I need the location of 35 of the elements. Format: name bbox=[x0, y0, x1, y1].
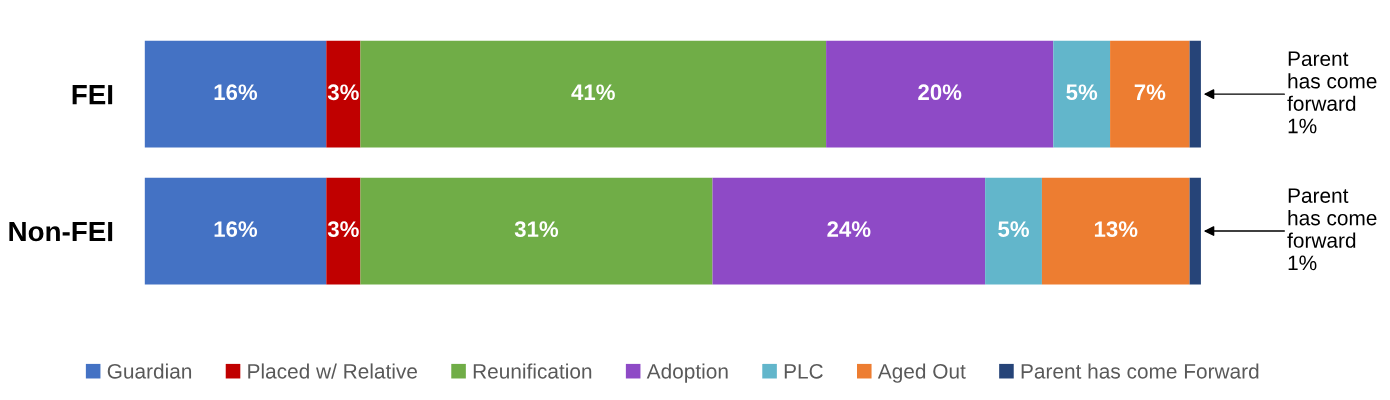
data-label: 7% bbox=[1134, 84, 1166, 101]
bar bbox=[712, 177, 986, 285]
data-label: 3% bbox=[327, 221, 359, 238]
data-label: 20% bbox=[918, 84, 962, 101]
data-label: 16% bbox=[214, 84, 258, 101]
y-tick-label: FEI bbox=[72, 85, 113, 105]
bar bbox=[360, 177, 713, 285]
data-label: 3% bbox=[327, 84, 359, 101]
legend-label: Placed w/ Relative bbox=[248, 363, 418, 379]
legend-label: PLC bbox=[784, 363, 823, 379]
data-label: 24% bbox=[827, 221, 871, 237]
data-label: 13% bbox=[1094, 221, 1138, 238]
bar bbox=[1110, 40, 1190, 148]
legend-label: Guardian bbox=[107, 363, 192, 379]
annotation: Parent has come forward 1% bbox=[1287, 188, 1377, 271]
y-tick-label: Non-FEI bbox=[9, 221, 113, 242]
bar bbox=[985, 177, 1042, 285]
data-label: 16% bbox=[214, 221, 258, 237]
annotation: Parent has come forward 1% bbox=[1287, 51, 1377, 134]
legend-label: Adoption bbox=[646, 363, 728, 383]
bar bbox=[144, 40, 327, 148]
data-label: 31% bbox=[514, 221, 559, 238]
data-label: 41% bbox=[571, 84, 615, 101]
legend-label: Aged Out bbox=[877, 363, 966, 383]
bar bbox=[1041, 177, 1190, 285]
legend-label: Reunification bbox=[473, 363, 592, 379]
bar bbox=[144, 177, 327, 285]
bar bbox=[360, 40, 827, 148]
bar bbox=[326, 40, 361, 148]
data-label: 5% bbox=[998, 221, 1030, 237]
data-label: 5% bbox=[1066, 84, 1098, 101]
bar bbox=[326, 177, 361, 285]
bar bbox=[826, 40, 1054, 148]
legend-label: Parent has come Forward bbox=[1021, 363, 1259, 379]
bar bbox=[1053, 40, 1111, 148]
